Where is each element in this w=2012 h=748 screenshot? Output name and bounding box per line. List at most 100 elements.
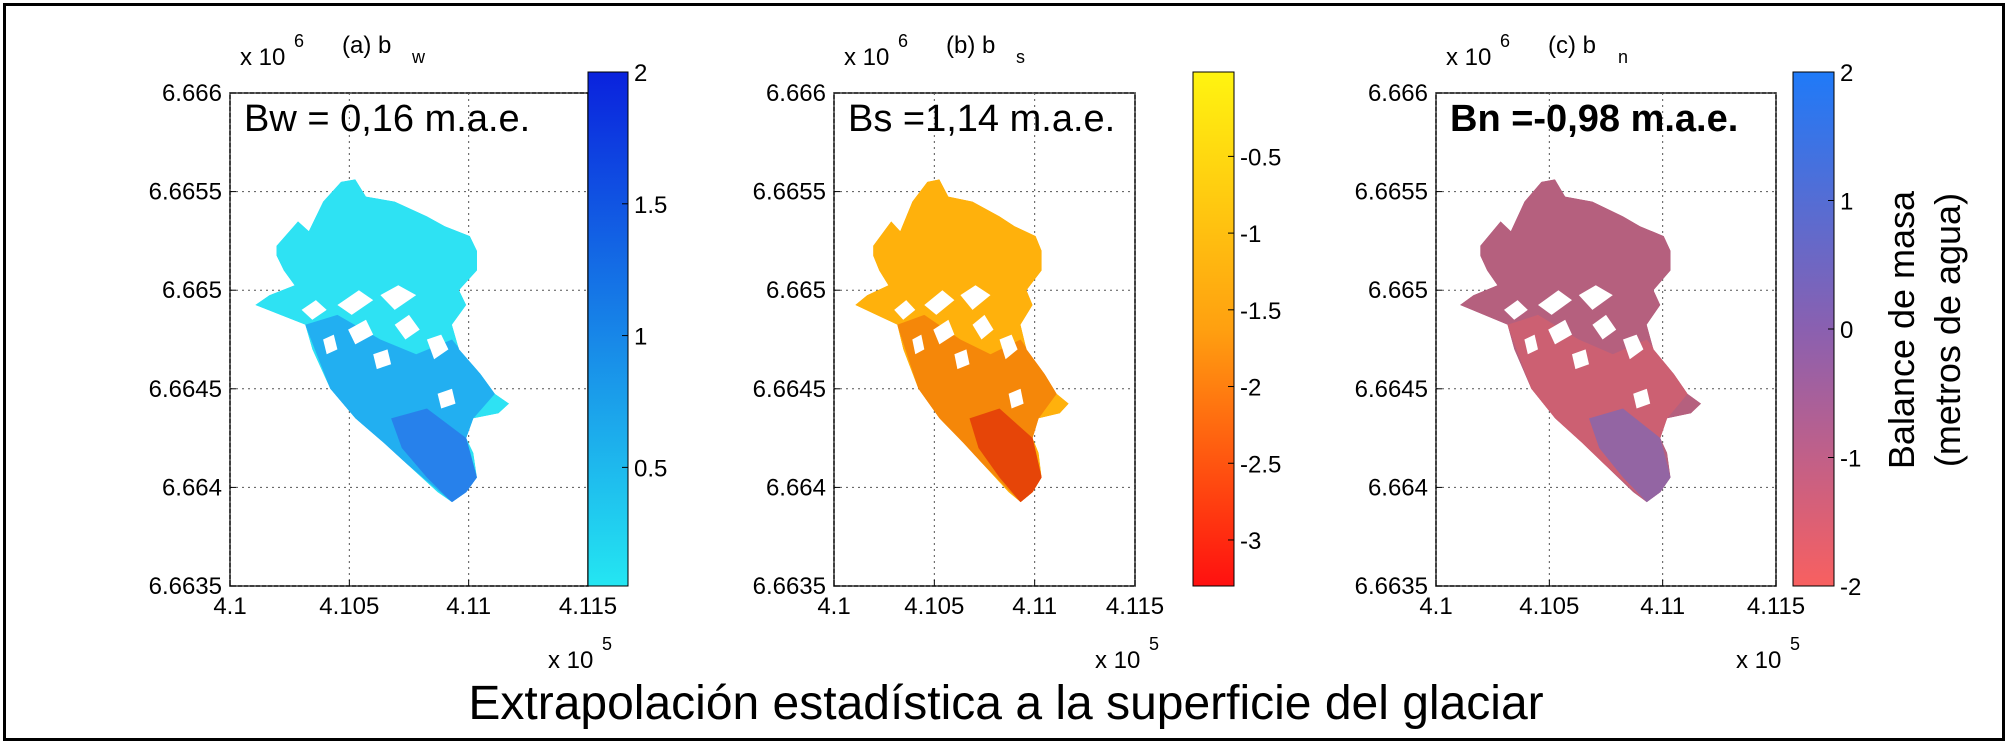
x-tick-label: 4.115: [559, 593, 617, 620]
mass-balance-annotation: Bs =1,14 m.a.e.: [848, 98, 1115, 140]
x-multiplier-base: x 10: [1736, 647, 1781, 674]
y-tick-label: 6.6635: [753, 573, 826, 600]
y-multiplier: x 10 6: [1446, 31, 1510, 71]
x-tick-label: 4.1: [1419, 593, 1452, 620]
nunatak: [1578, 285, 1613, 310]
colorbar-tick-label: 1: [1840, 189, 1853, 216]
nunatak: [924, 290, 955, 315]
colorbar-tick-label: -3: [1240, 528, 1261, 555]
colorbar: [1792, 71, 1835, 587]
colorbar-tick-label: 1.5: [634, 192, 667, 219]
y-multiplier-base: x 10: [844, 44, 889, 71]
nunatak: [1008, 388, 1024, 409]
nunatak: [972, 314, 994, 340]
y-tick-label: 6.666: [766, 80, 826, 107]
colorbar-tick-label: 0.5: [634, 455, 667, 482]
y-tick-label: 6.6655: [753, 179, 826, 206]
y-tick-label: 6.665: [766, 277, 826, 304]
panel-1: 4.1 4.105 4.11 4.115 6.666 6.6655 6.665 6.6645 6…: [149, 32, 668, 620]
y-tick-label: 6.664: [162, 474, 222, 501]
x-multiplier-base: x 10: [1095, 647, 1140, 674]
figure-border: [3, 3, 2005, 741]
nunatak: [323, 334, 338, 355]
figure-caption: Extrapolación estadística a la superfici…: [468, 677, 1544, 730]
nunatak: [954, 349, 970, 370]
colorbar-tick-label: 2: [1840, 60, 1853, 87]
x-multiplier-exp: 5: [1149, 634, 1159, 654]
panel-title-subscript: s: [1016, 47, 1025, 67]
nunatak: [1572, 349, 1589, 370]
mass-balance-annotation: Bw = 0,16 m.a.e.: [244, 98, 530, 140]
y-tick-label: 6.6655: [149, 179, 222, 206]
panel-title: (c) b n: [1548, 32, 1628, 67]
y-multiplier-exp: 6: [1500, 31, 1510, 51]
colorbar-tick-label: -1: [1840, 446, 1861, 473]
x-multiplier-exp: 5: [602, 634, 612, 654]
x-tick-label: 4.1: [213, 593, 246, 620]
colorbar-label-line2: (metros de agua): [1927, 193, 1968, 467]
y-multiplier-base: x 10: [240, 44, 285, 71]
y-tick-label: 6.664: [1368, 474, 1428, 501]
panel-title-subscript: w: [411, 47, 426, 67]
colorbar-tick-label: -2: [1840, 574, 1861, 601]
x-tick-label: 4.1: [817, 593, 850, 620]
glacier-tongue: [391, 408, 477, 503]
panel-title-subscript: n: [1618, 47, 1628, 67]
x-tick-label: 4.105: [904, 593, 964, 620]
nunatak: [912, 334, 925, 355]
y-multiplier-exp: 6: [294, 31, 304, 51]
y-tick-label: 6.6655: [1355, 179, 1428, 206]
colorbar-tick-label: -2: [1240, 375, 1261, 402]
x-multiplier-exp: 5: [1790, 634, 1800, 654]
y-tick-label: 6.6635: [1355, 573, 1428, 600]
y-tick-label: 6.6635: [149, 573, 222, 600]
nunatak: [437, 388, 456, 409]
panel-title: (b) b s: [946, 32, 1025, 67]
x-multiplier: x 10 5: [1095, 634, 1159, 674]
panel-2: 4.1 4.105 4.11 4.115 6.666 6.6655 6.665 6.6645 6…: [753, 32, 1282, 620]
x-multiplier-base: x 10: [548, 647, 593, 674]
y-multiplier: x 10 6: [240, 31, 304, 71]
x-multiplier: x 10 5: [1736, 634, 1800, 674]
panel-title-text: (c) b: [1548, 32, 1596, 59]
nunatak: [348, 319, 374, 345]
y-tick-label: 6.666: [1368, 80, 1428, 107]
colorbar-tick-label: 0: [1840, 317, 1853, 344]
nunatak: [1633, 388, 1651, 409]
nunatak: [1548, 319, 1572, 345]
y-multiplier-base: x 10: [1446, 44, 1491, 71]
y-tick-label: 6.6645: [149, 376, 222, 403]
y-multiplier-exp: 6: [898, 31, 908, 51]
x-tick-label: 4.115: [1106, 593, 1164, 620]
colorbar-tick-label: -1.5: [1240, 298, 1281, 325]
colorbar-tick-label: -0.5: [1240, 144, 1281, 171]
mass-balance-annotation: Bn =-0,98 m.a.e.: [1450, 98, 1738, 140]
colorbar: [1192, 71, 1235, 587]
panel-title-text: (b) b: [946, 32, 995, 59]
y-multiplier: x 10 6: [844, 31, 908, 71]
nunatak: [960, 285, 991, 310]
y-tick-label: 6.665: [1368, 277, 1428, 304]
nunatak: [394, 314, 420, 340]
panel-title-text: (a) b: [342, 32, 391, 59]
nunatak: [373, 349, 392, 370]
x-tick-label: 4.115: [1747, 593, 1805, 620]
y-tick-label: 6.6645: [753, 376, 826, 403]
colorbar-tick-label: 1: [634, 324, 647, 351]
nunatak: [1538, 290, 1572, 315]
x-tick-label: 4.11: [1012, 593, 1057, 620]
axes-box: [229, 92, 589, 587]
nunatak: [1592, 314, 1617, 340]
nunatak: [337, 290, 374, 315]
colorbar-tick-label: 2: [634, 60, 647, 87]
panel-title: (a) b w: [342, 32, 426, 67]
colorbar: [587, 71, 629, 587]
nunatak: [1623, 334, 1644, 360]
nunatak: [894, 300, 916, 320]
colorbar-tick-label: -1: [1240, 221, 1261, 248]
nunatak: [1504, 300, 1528, 320]
glacier-map: [855, 179, 1069, 503]
nunatak: [999, 334, 1018, 360]
x-tick-label: 4.11: [1640, 593, 1685, 620]
